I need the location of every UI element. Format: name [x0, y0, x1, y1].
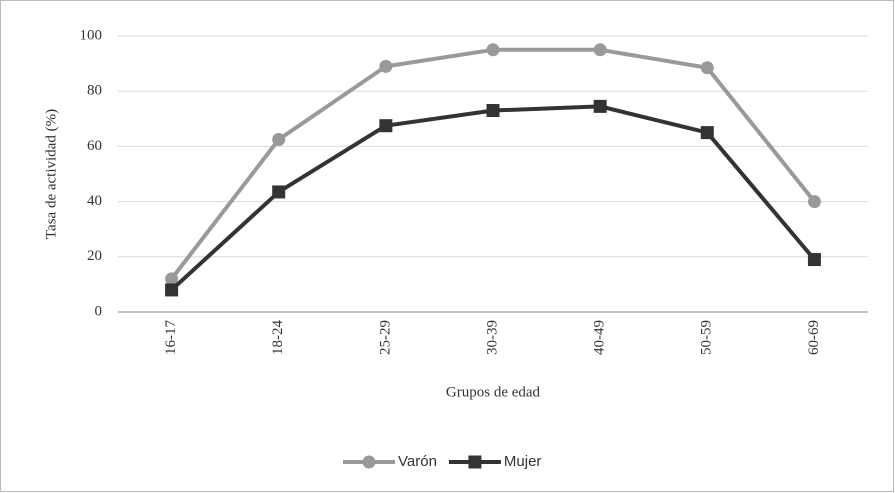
legend-marker — [468, 455, 482, 469]
x-axis-title: Grupos de edad — [446, 384, 541, 400]
marker — [272, 185, 286, 199]
y-tick-label: 0 — [95, 303, 103, 319]
legend-label: Varón — [398, 453, 437, 470]
x-tick-label: 60-69 — [806, 320, 822, 355]
marker — [379, 59, 393, 73]
marker — [165, 283, 179, 297]
x-tick-label: 16-17 — [163, 320, 179, 355]
x-tick-label: 40-49 — [592, 320, 608, 355]
x-tick-label: 18-24 — [270, 320, 286, 355]
marker — [272, 133, 286, 146]
x-tick-label: 25-29 — [377, 320, 393, 355]
marker — [379, 119, 393, 133]
marker — [700, 126, 714, 140]
marker — [807, 253, 821, 267]
y-axis-title: Tasa de actividad (%) — [43, 109, 59, 239]
y-tick-label: 40 — [87, 193, 102, 209]
x-tick-label: 30-39 — [484, 320, 500, 355]
legend-marker — [362, 455, 376, 469]
marker — [593, 43, 607, 57]
y-tick-label: 60 — [87, 138, 102, 154]
marker — [486, 43, 500, 57]
x-tick-label: 50-59 — [699, 320, 715, 355]
marker — [593, 99, 607, 113]
marker — [807, 195, 821, 209]
marker — [700, 61, 714, 75]
y-tick-label: 20 — [87, 248, 102, 264]
y-tick-label: 100 — [80, 27, 103, 43]
marker — [165, 272, 179, 286]
marker — [486, 104, 500, 118]
y-tick-label: 80 — [87, 83, 102, 99]
legend-label: Mujer — [504, 453, 542, 470]
